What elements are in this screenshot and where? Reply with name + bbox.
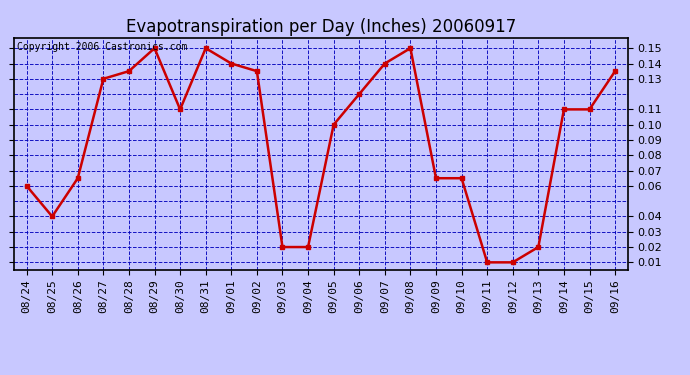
Title: Evapotranspiration per Day (Inches) 20060917: Evapotranspiration per Day (Inches) 2006… xyxy=(126,18,516,36)
Text: Copyright 2006 Castronics.com: Copyright 2006 Castronics.com xyxy=(17,42,187,52)
